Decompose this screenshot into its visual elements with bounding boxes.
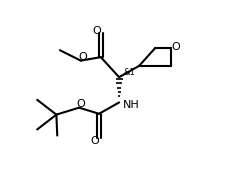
Text: O: O [78, 52, 86, 62]
Text: &1: &1 [123, 68, 135, 77]
Text: O: O [92, 26, 100, 36]
Text: O: O [171, 42, 179, 52]
Text: NH: NH [122, 100, 139, 110]
Text: O: O [76, 99, 85, 109]
Text: O: O [90, 136, 99, 146]
